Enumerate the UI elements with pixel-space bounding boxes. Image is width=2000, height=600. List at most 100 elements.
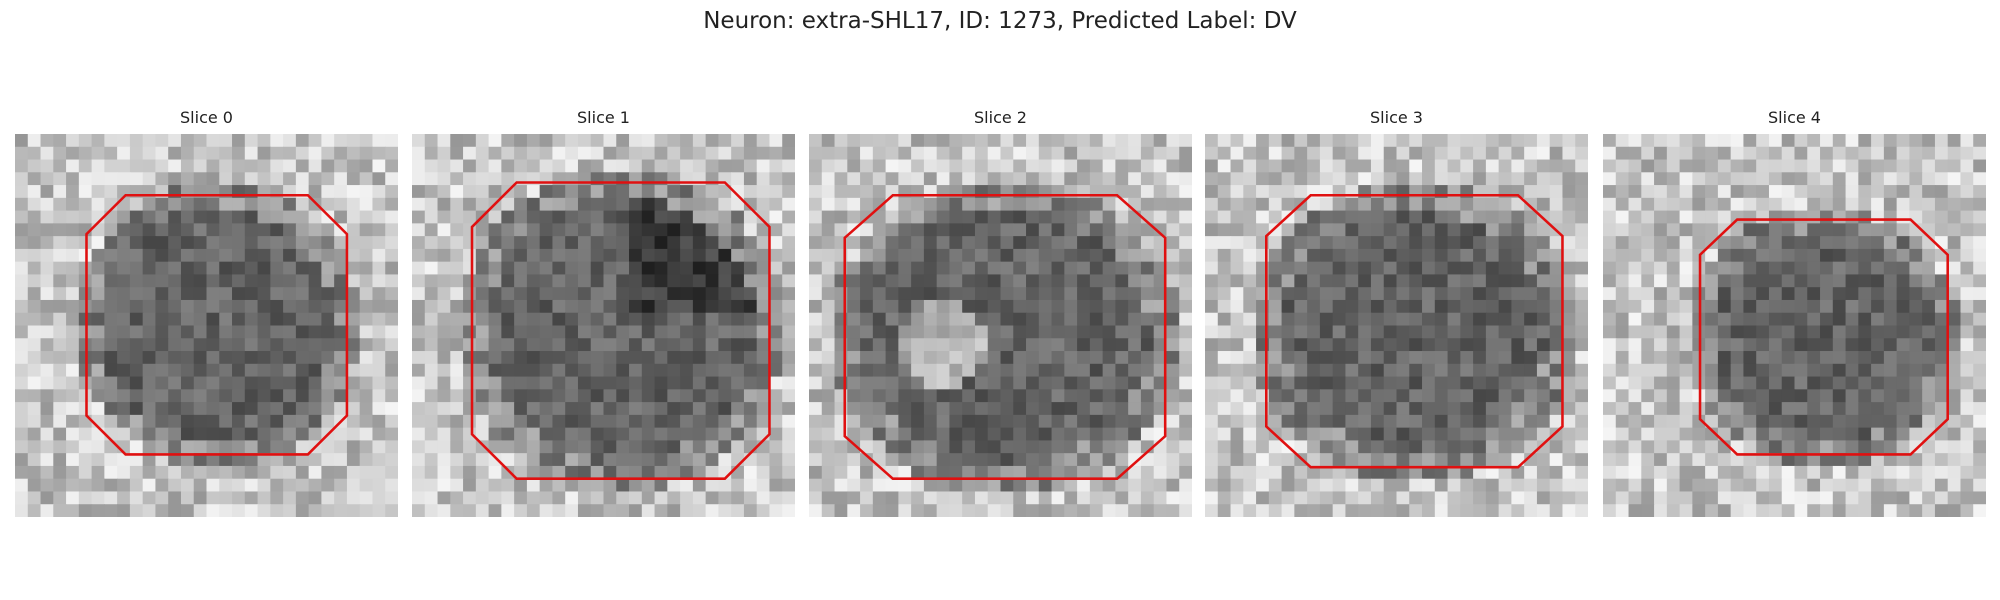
pixel — [1832, 504, 1847, 517]
pixel — [923, 491, 938, 505]
pixel — [424, 223, 439, 237]
pixel — [526, 223, 541, 237]
pixel — [168, 172, 182, 186]
pixel — [1013, 236, 1027, 250]
pixel — [1498, 402, 1513, 416]
pixel — [1409, 453, 1423, 467]
pixel — [412, 261, 426, 276]
pixel — [206, 465, 220, 480]
pixel — [1447, 363, 1461, 378]
pixel — [1717, 402, 1732, 416]
pixel — [1743, 134, 1757, 148]
pixel — [1498, 465, 1513, 480]
pixel — [962, 427, 976, 442]
pixel — [1026, 363, 1040, 378]
pixel — [321, 414, 335, 429]
pixel — [1756, 427, 1770, 442]
pixel — [168, 146, 182, 161]
pixel — [1973, 261, 1986, 276]
pixel — [308, 338, 323, 352]
pixel — [1077, 491, 1091, 505]
pixel — [104, 440, 118, 454]
pixel — [1013, 223, 1027, 237]
pixel — [743, 491, 758, 505]
pixel — [1820, 351, 1834, 365]
pixel — [1256, 440, 1270, 454]
pixel — [1871, 287, 1885, 301]
pixel — [1396, 223, 1410, 237]
pixel — [641, 236, 656, 250]
pixel — [923, 325, 938, 339]
pixel — [654, 453, 668, 467]
pixel — [1871, 325, 1885, 339]
pixel — [1628, 427, 1642, 442]
pixel — [603, 287, 617, 301]
pixel — [1485, 134, 1500, 148]
pixel — [577, 261, 592, 276]
pixel — [974, 389, 989, 403]
pixel — [295, 287, 310, 301]
pixel — [1089, 402, 1104, 416]
pixel — [78, 146, 93, 161]
pixel — [1654, 223, 1668, 237]
pixel — [1603, 504, 1617, 517]
pixel — [1358, 376, 1372, 390]
pixel — [974, 197, 989, 212]
pixel — [1536, 223, 1551, 237]
pixel — [1717, 376, 1732, 390]
pixel — [1102, 402, 1117, 416]
pixel — [705, 389, 720, 403]
pixel — [1807, 134, 1821, 148]
pixel — [1077, 453, 1091, 467]
pixel — [1396, 427, 1410, 442]
pixel — [1641, 248, 1655, 263]
pixel — [1922, 465, 1936, 480]
pixel — [1026, 440, 1040, 454]
pixel — [372, 146, 386, 161]
pixel — [1845, 440, 1859, 454]
pixel — [488, 299, 503, 314]
pixel — [1845, 223, 1859, 237]
pixel — [782, 185, 795, 199]
pixel — [270, 402, 284, 416]
pixel — [565, 236, 579, 250]
pixel — [1871, 427, 1885, 442]
pixel — [743, 134, 758, 148]
pixel — [809, 210, 823, 225]
pixel — [1217, 453, 1232, 467]
pixel — [1896, 453, 1911, 467]
pixel — [1498, 236, 1513, 250]
pixel — [1089, 389, 1104, 403]
pixel — [731, 197, 745, 212]
pixel — [1562, 363, 1576, 378]
pixel — [193, 134, 208, 148]
pixel — [1756, 248, 1770, 263]
pixel — [1051, 299, 1065, 314]
pixel — [66, 248, 80, 263]
pixel — [1166, 427, 1180, 442]
pixel — [1524, 376, 1538, 390]
pixel — [616, 197, 630, 212]
pixel — [283, 312, 297, 327]
pixel — [1077, 274, 1091, 288]
pixel — [1064, 325, 1078, 339]
pixel — [731, 210, 745, 225]
pixel — [1820, 274, 1834, 288]
pixel — [1743, 248, 1757, 263]
pixel — [1871, 223, 1885, 237]
pixel — [680, 504, 694, 517]
pixel — [385, 172, 398, 186]
pixel — [514, 236, 528, 250]
pixel — [756, 287, 771, 301]
pixel — [718, 414, 732, 429]
pixel — [680, 287, 694, 301]
pixel — [641, 376, 656, 390]
pixel — [1922, 185, 1936, 199]
pixel — [1743, 299, 1757, 314]
pixel — [244, 299, 259, 314]
pixel — [53, 478, 67, 493]
pixel — [1807, 351, 1821, 365]
pixel — [1973, 427, 1986, 442]
pixel — [923, 363, 938, 378]
pixel — [1358, 325, 1372, 339]
